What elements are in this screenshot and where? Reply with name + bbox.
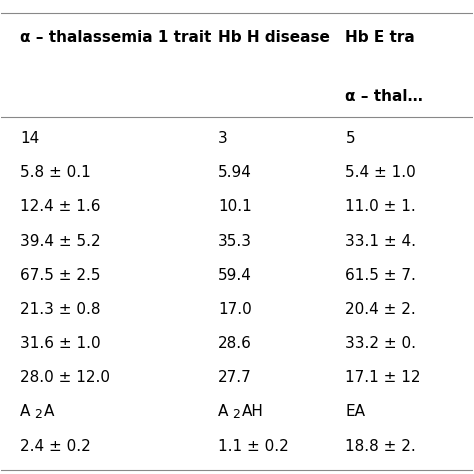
- Text: Hb H disease: Hb H disease: [218, 30, 330, 45]
- Text: 28.0 ± 12.0: 28.0 ± 12.0: [20, 370, 110, 385]
- Text: 5.94: 5.94: [218, 165, 252, 180]
- Text: 59.4: 59.4: [218, 268, 252, 283]
- Text: 18.8 ± 2.: 18.8 ± 2.: [346, 438, 416, 454]
- Text: 39.4 ± 5.2: 39.4 ± 5.2: [20, 234, 101, 249]
- Text: 35.3: 35.3: [218, 234, 252, 249]
- Text: 31.6 ± 1.0: 31.6 ± 1.0: [20, 336, 101, 351]
- Text: 12.4 ± 1.6: 12.4 ± 1.6: [20, 200, 101, 214]
- Text: A: A: [218, 404, 228, 419]
- Text: 1.1 ± 0.2: 1.1 ± 0.2: [218, 438, 289, 454]
- Text: 17.0: 17.0: [218, 302, 252, 317]
- Text: A: A: [20, 404, 31, 419]
- Text: 21.3 ± 0.8: 21.3 ± 0.8: [20, 302, 101, 317]
- Text: EA: EA: [346, 404, 365, 419]
- Text: 61.5 ± 7.: 61.5 ± 7.: [346, 268, 416, 283]
- Text: 10.1: 10.1: [218, 200, 252, 214]
- Text: 11.0 ± 1.: 11.0 ± 1.: [346, 200, 416, 214]
- Text: 17.1 ± 12: 17.1 ± 12: [346, 370, 421, 385]
- Text: 5.8 ± 0.1: 5.8 ± 0.1: [20, 165, 91, 180]
- Text: 2: 2: [232, 408, 240, 421]
- Text: Hb E tra: Hb E tra: [346, 30, 415, 45]
- Text: 5.4 ± 1.0: 5.4 ± 1.0: [346, 165, 416, 180]
- Text: 67.5 ± 2.5: 67.5 ± 2.5: [20, 268, 101, 283]
- Text: α – thalassemia 1 trait: α – thalassemia 1 trait: [20, 30, 211, 45]
- Text: 5: 5: [346, 131, 355, 146]
- Text: A: A: [44, 404, 54, 419]
- Text: 2.4 ± 0.2: 2.4 ± 0.2: [20, 438, 91, 454]
- Text: 3: 3: [218, 131, 228, 146]
- Text: 27.7: 27.7: [218, 370, 252, 385]
- Text: α – thal…: α – thal…: [346, 89, 423, 103]
- Text: 14: 14: [20, 131, 39, 146]
- Text: 33.2 ± 0.: 33.2 ± 0.: [346, 336, 416, 351]
- Text: 28.6: 28.6: [218, 336, 252, 351]
- Text: 2: 2: [35, 408, 42, 421]
- Text: 20.4 ± 2.: 20.4 ± 2.: [346, 302, 416, 317]
- Text: AH: AH: [242, 404, 264, 419]
- Text: 33.1 ± 4.: 33.1 ± 4.: [346, 234, 416, 249]
